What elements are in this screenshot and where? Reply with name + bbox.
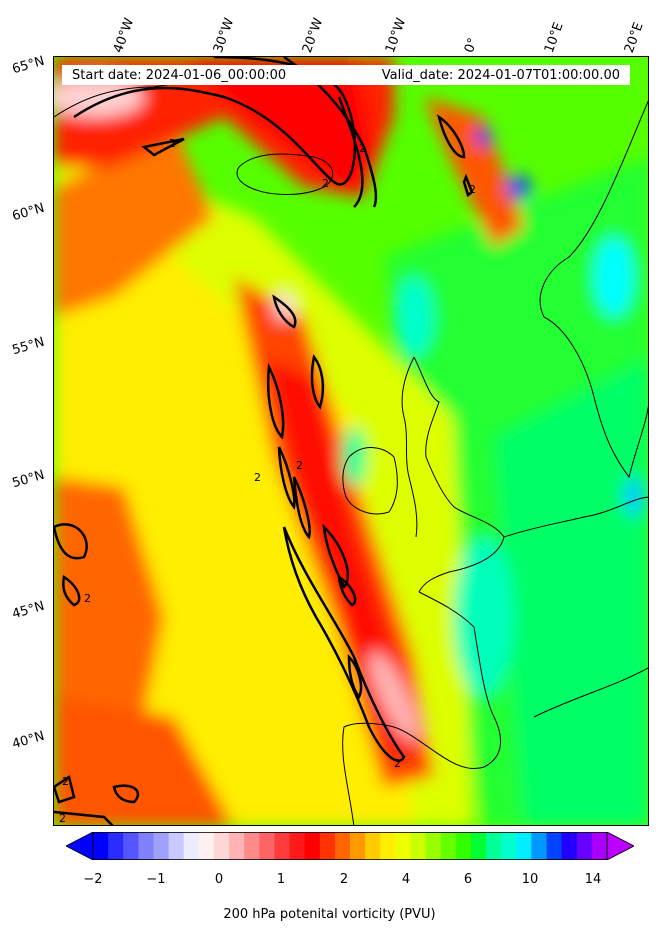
lon-label-0: 0°	[461, 35, 482, 55]
contour-labels: 2 2 2 2 2 2 2 2 2 2 2	[59, 137, 476, 825]
colorbar-swatch	[425, 832, 442, 860]
contour-label: 2	[359, 142, 366, 155]
lon-label-10e: 10°E	[541, 20, 567, 55]
colorbar-tick: −1	[146, 872, 166, 887]
pv-field-svg: 2 2 2 2 2 2 2 2 2 2 2	[54, 57, 648, 825]
colorbar-tick: 1	[276, 872, 286, 887]
coastlines	[54, 66, 648, 825]
colorbar-arrow-right	[606, 832, 634, 860]
start-date-label: Start date: 2024-01-06_00:00:00	[72, 67, 287, 83]
colorbar-label: 200 hPa potenital vorticity (PVU)	[223, 907, 436, 922]
contour-label: 2	[254, 471, 261, 484]
colorbar-swatch	[546, 832, 563, 860]
lat-label-60n: 60°N	[10, 200, 47, 225]
colorbar-swatch	[229, 832, 245, 860]
colorbar-swatch	[470, 832, 487, 860]
lat-label-40n: 40°N	[10, 728, 47, 753]
colorbar-swatch	[334, 832, 351, 860]
lat-label-55n: 55°N	[10, 334, 47, 359]
colorbar-swatch	[440, 832, 457, 860]
colorbar-swatch	[576, 832, 593, 860]
contour-label: 2	[296, 459, 303, 472]
colorbar-swatch	[93, 832, 109, 860]
date-header: Start date: 2024-01-06_00:00:00 Valid_da…	[62, 65, 630, 85]
pv-2-contours	[54, 57, 474, 825]
lat-label-65n: 65°N	[10, 53, 47, 78]
colorbar-swatch	[153, 832, 170, 860]
colorbar-swatch	[486, 832, 502, 860]
lat-label-45n: 45°N	[10, 598, 47, 623]
contour-label: 2	[339, 577, 346, 590]
colorbar-swatch	[350, 832, 366, 860]
contour-label: 2	[469, 183, 476, 196]
lon-label-20e: 20°E	[621, 20, 647, 55]
colorbar-tick: 2	[339, 872, 349, 887]
colorbar-border	[92, 832, 608, 860]
lon-label-30w: 30°W	[210, 16, 238, 55]
colorbar-tick: 6	[463, 872, 473, 887]
contour-label: 2	[62, 775, 69, 788]
contour-label: 2	[169, 137, 176, 150]
colorbar-swatch	[289, 832, 306, 860]
colorbar-swatch	[591, 832, 608, 860]
colorbar-swatch	[410, 832, 427, 860]
lon-label-40w: 40°W	[110, 16, 138, 55]
colorbar-swatch	[455, 832, 472, 860]
lon-label-20w: 20°W	[299, 16, 327, 55]
colorbar-swatch	[183, 832, 200, 860]
colorbar-tick: 10	[521, 872, 539, 887]
colorbar-swatch	[395, 832, 411, 860]
lon-label-10w: 10°W	[382, 16, 410, 55]
contour-label: 2	[59, 812, 66, 825]
colorbar-arrow-left	[66, 832, 94, 860]
lat-label-50n: 50°N	[10, 467, 47, 492]
colorbar-swatch	[516, 832, 532, 860]
contour-label: 2	[394, 757, 401, 770]
colorbar-swatch	[138, 832, 154, 860]
colorbar-swatch	[319, 832, 336, 860]
colorbar-swatch	[561, 832, 578, 860]
colorbar-swatch	[108, 832, 124, 860]
valid-date-label: Valid_date: 2024-01-07T01:00:00.00	[381, 67, 620, 83]
colorbar-swatch	[259, 832, 275, 860]
colorbar-swatch	[198, 832, 215, 860]
colorbar-swatch	[365, 832, 381, 860]
colorbar-tick: 14	[584, 872, 602, 887]
colorbar-swatch	[380, 832, 396, 860]
colorbar	[66, 832, 634, 860]
colorbar-swatch	[123, 832, 139, 860]
colorbar-tick: −2	[83, 872, 103, 887]
colorbar-tick: 4	[401, 872, 411, 887]
colorbar-swatch	[168, 832, 185, 860]
colorbar-swatch	[213, 832, 230, 860]
colorbar-tick: 0	[214, 872, 224, 887]
pv-shading	[54, 57, 648, 825]
colorbar-swatch	[531, 832, 548, 860]
colorbar-swatch	[501, 832, 517, 860]
contour-label: 2	[84, 592, 91, 605]
colorbar-swatch	[304, 832, 321, 860]
colorbar-swatch	[274, 832, 291, 860]
contour-label: 2	[322, 177, 329, 190]
pv-map-panel: 2 2 2 2 2 2 2 2 2 2 2	[53, 56, 649, 826]
colorbar-swatch	[244, 832, 260, 860]
